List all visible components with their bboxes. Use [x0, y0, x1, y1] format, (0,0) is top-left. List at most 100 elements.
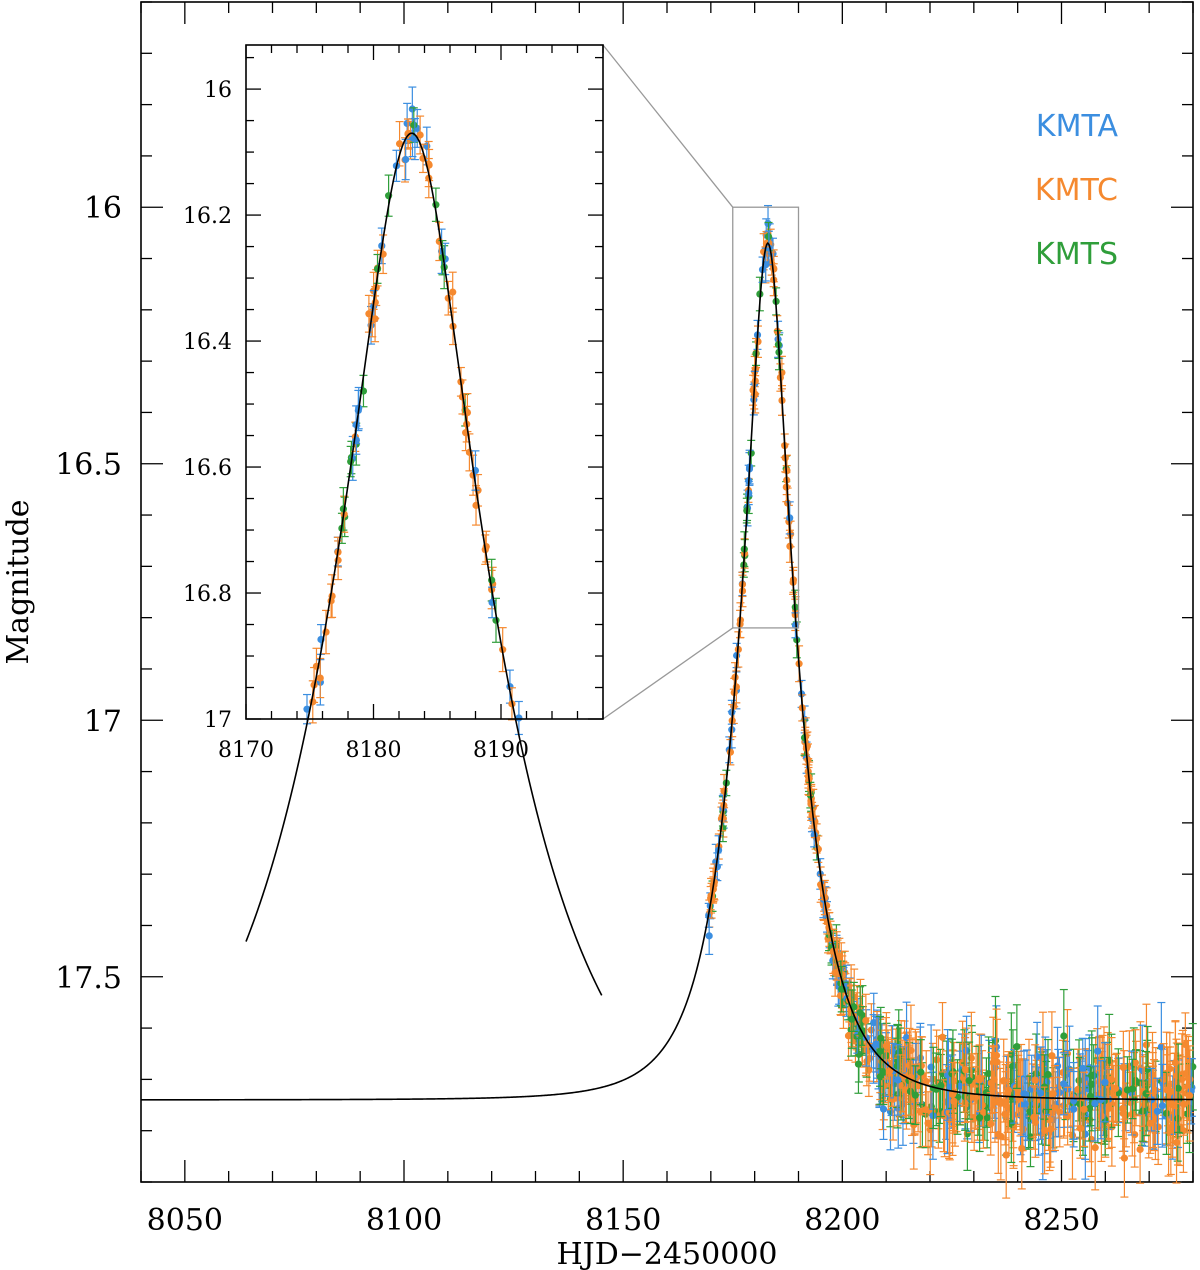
data-marker	[1070, 1105, 1078, 1113]
inset-model-curve	[245, 132, 603, 996]
data-marker	[1088, 1080, 1096, 1088]
main-point-kmts	[936, 1053, 945, 1118]
data-marker	[988, 1085, 996, 1093]
data-marker	[1046, 1116, 1054, 1124]
data-marker	[1097, 1096, 1105, 1104]
data-marker	[879, 1068, 887, 1076]
data-marker	[1094, 1047, 1102, 1055]
data-marker	[888, 1047, 897, 1056]
main-point-kmta	[893, 1044, 902, 1116]
data-marker	[1163, 1086, 1171, 1094]
main-point-kmtc	[987, 1051, 996, 1114]
data-marker	[882, 1042, 890, 1050]
inset-x-tick-label: 8180	[346, 738, 402, 763]
main-point-kmtc	[1060, 1051, 1069, 1137]
main-data-points	[704, 204, 1197, 1199]
data-marker	[1080, 1105, 1088, 1113]
data-marker	[749, 386, 757, 394]
main-point-kmtc	[1045, 1077, 1054, 1163]
inset-x-tick-label: 8170	[218, 738, 274, 763]
main-point-kmtc	[836, 975, 845, 1016]
data-marker	[996, 1099, 1004, 1108]
main-point-kmtc	[1172, 1101, 1181, 1184]
main-point-kmtc	[1111, 1053, 1120, 1123]
data-marker	[1049, 1090, 1057, 1098]
legend: KMTA KMTC KMTS	[1035, 109, 1119, 272]
data-marker	[1074, 1085, 1082, 1094]
data-marker	[1060, 1080, 1068, 1088]
data-marker	[1181, 1040, 1189, 1049]
inset-y-tick-label: 16.2	[183, 204, 232, 229]
data-marker	[914, 1082, 922, 1090]
x-tick-label: 8100	[366, 1203, 442, 1238]
data-marker	[1173, 1072, 1181, 1080]
main-point-kmts	[916, 1039, 925, 1106]
data-marker	[1101, 1078, 1109, 1086]
data-marker	[1166, 1099, 1174, 1108]
data-marker	[976, 1114, 984, 1122]
main-point-kmtc	[1080, 1071, 1089, 1147]
inset-point-kmta	[401, 138, 410, 181]
data-marker	[1171, 1059, 1179, 1067]
data-marker	[992, 1051, 1001, 1060]
main-point-kmtc	[1003, 1054, 1012, 1133]
data-marker	[1105, 1104, 1113, 1112]
data-marker	[962, 1047, 971, 1055]
main-point-kmts	[1128, 1058, 1137, 1120]
data-marker	[1044, 1070, 1052, 1079]
inset-x-tick-label: 8190	[473, 738, 529, 763]
data-marker	[1030, 1113, 1038, 1122]
zoom-box	[732, 206, 800, 629]
inset-point-kmtc	[364, 294, 373, 333]
y-axis-label: Magnitude	[1, 499, 36, 664]
x-tick-label: 8150	[585, 1203, 661, 1238]
data-marker	[1172, 1138, 1181, 1147]
data-marker	[1174, 1084, 1182, 1092]
data-marker	[1120, 1154, 1129, 1162]
data-marker	[885, 1067, 894, 1075]
data-marker	[1142, 1090, 1150, 1098]
data-marker	[1064, 1112, 1072, 1120]
data-marker	[1020, 1090, 1028, 1098]
main-point-kmtc	[992, 1008, 1001, 1103]
inset-point-kmtc	[469, 454, 478, 496]
data-marker	[938, 1033, 947, 1041]
main-point-kmta	[1059, 1052, 1068, 1116]
main-point-kmtc	[949, 1071, 958, 1132]
data-marker	[836, 991, 845, 1000]
data-marker	[937, 1081, 945, 1090]
data-marker	[1068, 1131, 1077, 1140]
main-axis-ticks	[140, 1, 1194, 1183]
main-point-kmta	[1019, 1050, 1028, 1138]
data-marker	[1032, 1070, 1040, 1078]
legend-entry-kmtc: KMTC	[1035, 173, 1118, 208]
data-marker	[1158, 1102, 1166, 1110]
data-marker	[1119, 1109, 1127, 1117]
y-tick-label: 16.5	[55, 448, 122, 483]
legend-entry-kmts: KMTS	[1035, 237, 1118, 272]
inset-point-kmts	[409, 107, 418, 143]
main-point-kmtc	[1185, 1049, 1194, 1142]
data-marker	[1018, 1144, 1026, 1153]
x-tick-label: 8050	[147, 1203, 223, 1238]
main-point-kmts	[1075, 1056, 1084, 1152]
y-tick-label: 16	[84, 191, 122, 226]
main-point-kmts	[857, 1013, 866, 1054]
data-marker	[854, 1060, 863, 1068]
main-point-kmtc	[1119, 1068, 1128, 1159]
data-marker	[1075, 1076, 1083, 1085]
main-point-kmtc	[1104, 1067, 1113, 1150]
data-marker	[316, 674, 324, 682]
data-marker	[1091, 1099, 1099, 1108]
data-marker	[1000, 1077, 1008, 1085]
data-marker	[1146, 1119, 1154, 1127]
data-marker	[1111, 1084, 1120, 1093]
main-point-kmtc	[1181, 1012, 1190, 1077]
data-marker	[963, 1130, 972, 1138]
data-marker	[1140, 1100, 1149, 1109]
main-point-kmts	[1162, 1071, 1171, 1155]
data-marker	[726, 748, 734, 756]
main-point-kmts	[911, 1065, 920, 1126]
zoom-connector-bottom	[602, 627, 734, 720]
